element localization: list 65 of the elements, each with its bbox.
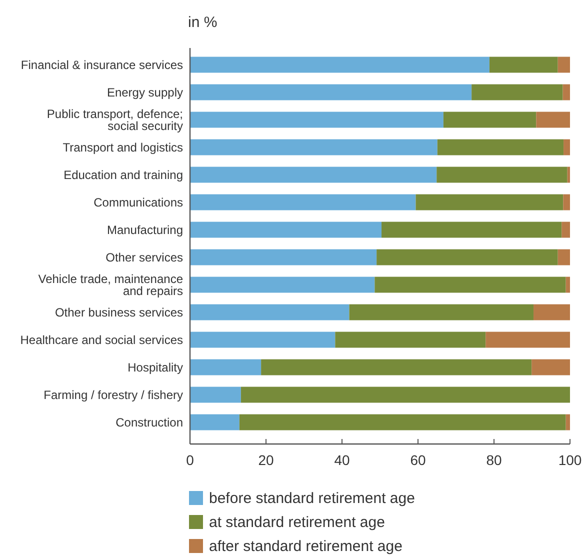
y-tick-label: Energy supply <box>106 85 183 100</box>
bar <box>190 222 382 238</box>
legend-label: after standard retirement age <box>209 538 402 555</box>
bar <box>190 249 377 266</box>
bar <box>558 56 570 73</box>
bar <box>562 222 570 238</box>
y-tick-label: Construction <box>116 415 183 430</box>
y-tick-label: Financial & insurance services <box>20 58 183 72</box>
x-tick-label: 80 <box>486 452 502 468</box>
bar <box>382 222 562 238</box>
bar <box>190 414 240 430</box>
x-tick-label: 60 <box>410 452 426 468</box>
y-tick-label: Healthcare and social services <box>20 332 183 347</box>
bar <box>416 194 564 210</box>
bar <box>376 249 558 266</box>
bar <box>190 112 444 128</box>
bar <box>349 304 534 320</box>
legend-label: at standard retirement age <box>209 514 385 531</box>
bar <box>536 112 570 128</box>
bar <box>472 84 563 100</box>
bar <box>190 359 262 376</box>
bar <box>261 359 532 376</box>
bar <box>240 386 570 403</box>
bar <box>190 332 336 348</box>
bar <box>534 304 570 320</box>
bar <box>532 359 570 376</box>
bar <box>486 332 570 348</box>
bar <box>374 276 566 293</box>
y-tick-label: Other services <box>106 250 183 264</box>
bar <box>190 166 437 183</box>
y-tick-label: Hospitality <box>128 360 183 374</box>
x-tick-label: 100 <box>558 452 582 468</box>
legend-label: before standard retirement age <box>209 490 415 507</box>
bar <box>489 56 558 73</box>
y-tick-label: Farming / forestry / fishery <box>44 388 183 402</box>
bar <box>190 304 350 320</box>
bar <box>437 139 564 156</box>
bar <box>190 56 490 73</box>
bar <box>558 249 570 266</box>
y-tick-label: Public transport, defence; social security <box>46 106 183 133</box>
x-tick-label: 20 <box>258 452 274 468</box>
bar <box>566 276 570 293</box>
y-tick-label: Communications <box>94 195 183 210</box>
y-tick-label: Manufacturing <box>106 222 183 237</box>
bar <box>190 139 438 156</box>
x-tick-label: 40 <box>334 452 350 468</box>
y-tick-label: Education and training <box>64 168 183 182</box>
bar <box>566 414 570 430</box>
x-tick-label: 0 <box>186 452 194 468</box>
chart-title: in % <box>188 14 218 31</box>
bar <box>190 276 375 293</box>
y-tick-label: Other business services <box>54 305 183 320</box>
bar <box>239 414 566 430</box>
bar <box>190 84 472 100</box>
bar <box>190 194 416 210</box>
bar <box>562 84 570 100</box>
y-tick-label: Vehicle trade, maintenance and repairs <box>38 272 184 298</box>
bar <box>564 139 570 156</box>
bar <box>436 166 568 183</box>
bar <box>567 166 570 183</box>
bar <box>190 386 241 403</box>
bar <box>563 194 570 210</box>
bar <box>335 332 486 348</box>
bar <box>443 112 536 128</box>
y-tick-label: Transport and logistics <box>62 140 183 154</box>
